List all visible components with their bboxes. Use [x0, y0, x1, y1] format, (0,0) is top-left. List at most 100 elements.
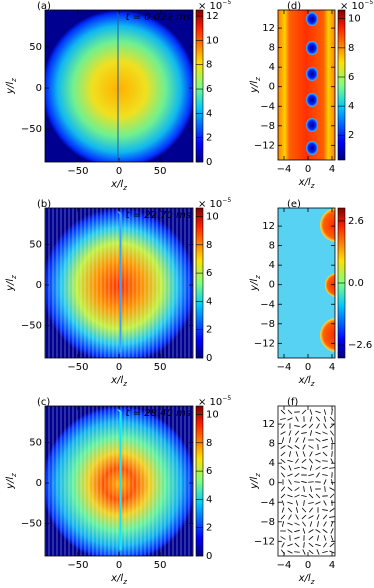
- director: [303, 486, 305, 492]
- director: [301, 480, 307, 484]
- plot-frame: [277, 9, 336, 161]
- director: [287, 522, 293, 526]
- director: [331, 409, 333, 415]
- multiplier-base: × 10: [198, 199, 222, 210]
- director: [315, 493, 321, 499]
- director: [287, 494, 293, 498]
- director: [294, 551, 300, 553]
- vortex-line: [117, 210, 122, 352]
- director: [329, 542, 335, 548]
- colorbar-tick-label: 2: [348, 130, 354, 141]
- director: [303, 500, 305, 506]
- label-subscript: z: [310, 578, 315, 586]
- director: [294, 522, 300, 526]
- director: [330, 430, 334, 436]
- director: [301, 424, 307, 428]
- director: [308, 502, 314, 504]
- director: [301, 432, 307, 434]
- colorbar-multiplier: × 10−5: [198, 197, 231, 210]
- label-subscript: z: [122, 184, 127, 192]
- director: [329, 467, 335, 469]
- y-tick-label: −4: [260, 299, 275, 310]
- director: [280, 418, 286, 420]
- label-main: x/l: [110, 573, 123, 584]
- label-main: y/l: [249, 81, 260, 94]
- y-tick-label: 4: [269, 458, 275, 469]
- director: [322, 509, 328, 511]
- director: [294, 487, 300, 491]
- director: [324, 486, 326, 492]
- director: [315, 459, 321, 463]
- x-tick-label: 4: [329, 362, 335, 373]
- director: [287, 417, 293, 421]
- plot-frame: [277, 207, 336, 359]
- director: [288, 479, 292, 485]
- x-tick-label: 50: [154, 560, 167, 571]
- director: [331, 451, 333, 457]
- y-axis-label: y/lz: [5, 275, 18, 292]
- director: [329, 423, 335, 429]
- director: [287, 409, 293, 415]
- director: [301, 466, 307, 470]
- director: [322, 460, 328, 462]
- director: [315, 431, 321, 435]
- colorbar: [195, 405, 204, 557]
- director: [302, 437, 306, 443]
- director: [301, 507, 307, 513]
- director: [317, 521, 319, 527]
- y-tick-label: 8: [269, 43, 275, 54]
- plot-area: [278, 406, 335, 556]
- multiplier-exponent: −5: [222, 197, 231, 204]
- y-axis-label: y/lz: [249, 473, 262, 490]
- x-tick-label: −50: [67, 362, 88, 373]
- director: [323, 416, 327, 422]
- label-subscript: z: [310, 182, 315, 190]
- label-subscript: z: [10, 275, 18, 280]
- plot-area: [45, 10, 193, 162]
- colorbar-multiplier: × 10−5: [198, 0, 231, 12]
- director: [287, 445, 293, 449]
- y-tick-label: 8: [269, 241, 275, 252]
- director: [288, 514, 292, 520]
- director: [302, 528, 306, 534]
- x-tick-label: 0: [305, 362, 311, 373]
- label-subscript: z: [10, 78, 18, 83]
- plot-area: [278, 208, 335, 358]
- colorbar-tick-label: 10: [206, 409, 219, 420]
- x-tick-label: −4: [277, 164, 292, 175]
- multiplier-exponent: −5: [364, 0, 373, 6]
- director: [323, 500, 327, 506]
- x-axis-label: x/lz: [110, 179, 127, 192]
- director: [308, 535, 314, 541]
- y-tick-label: 0: [36, 280, 42, 291]
- director: [330, 528, 334, 534]
- colorbar-tick-label: 8: [206, 438, 212, 449]
- multiplier-base: × 10: [198, 397, 222, 408]
- colorbar-tick-label: 8: [206, 60, 212, 71]
- director: [315, 501, 321, 505]
- director: [301, 409, 307, 415]
- director: [288, 430, 292, 436]
- director: [280, 493, 286, 499]
- y-tick-label: −50: [21, 321, 42, 332]
- director: [309, 465, 313, 471]
- y-tick-label: −12: [254, 140, 275, 151]
- vortex-core: [306, 67, 318, 81]
- y-tick-label: 0: [36, 83, 42, 94]
- y-tick-label: 12: [262, 419, 275, 430]
- colorbar-tick-label: −2.6: [348, 340, 372, 351]
- director: [322, 514, 328, 520]
- director: [322, 445, 328, 449]
- vortex-core: [306, 118, 318, 132]
- x-axis-label: x/lz: [110, 573, 127, 586]
- label-main: y/l: [5, 82, 16, 95]
- x-tick-label: −50: [67, 166, 88, 177]
- time-annotation: t = 22.70 ms: [126, 210, 191, 221]
- heatmap-field: [45, 10, 193, 162]
- time-annotation: t = 28.40 ms: [126, 408, 191, 419]
- director: [316, 423, 320, 429]
- time-annotation: t = 0.022 ms: [126, 12, 191, 23]
- director: [289, 451, 291, 457]
- director: [294, 529, 300, 533]
- colorbar-tick-label: 4: [206, 296, 212, 307]
